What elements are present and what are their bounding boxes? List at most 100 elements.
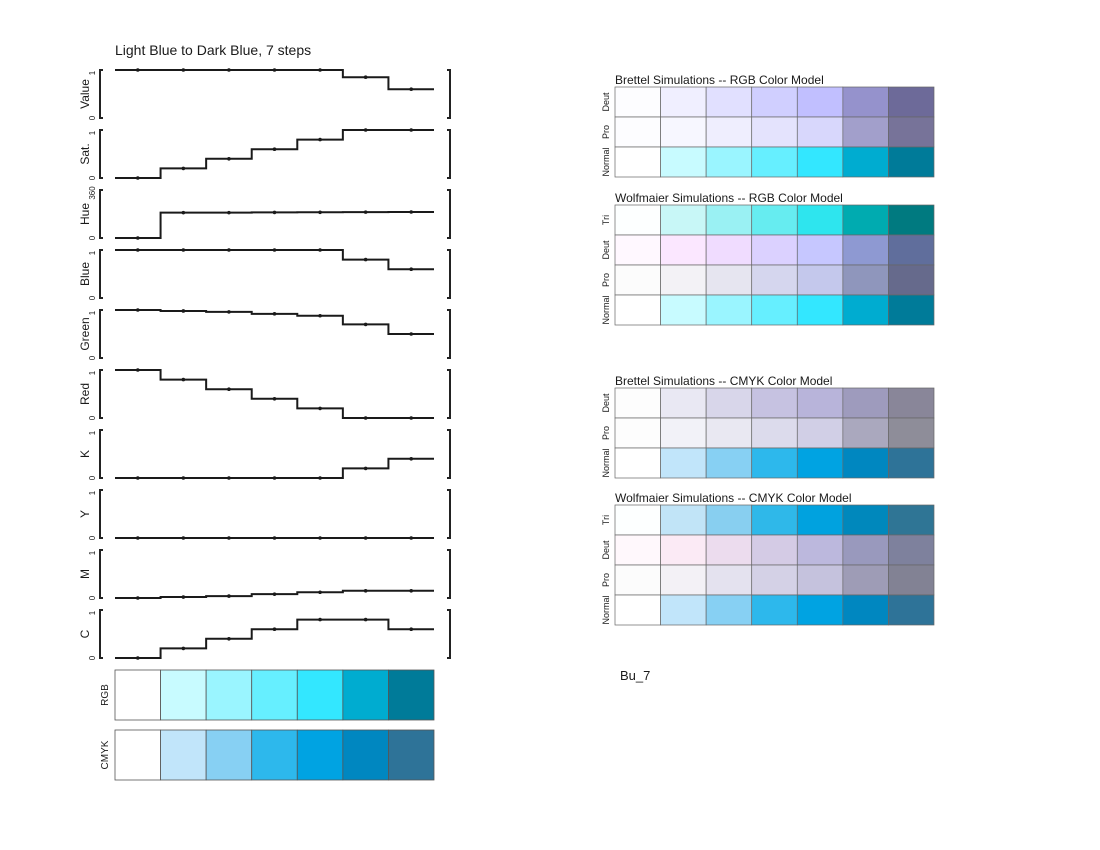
sim-color-swatch (751, 294, 798, 326)
sim-color-swatch (842, 594, 889, 626)
sim-color-swatch (796, 204, 844, 236)
data-point (409, 457, 414, 461)
sim-color-swatch (888, 234, 935, 266)
sim-color-swatch (660, 417, 707, 449)
sim-color-swatch (660, 534, 707, 566)
data-point (363, 322, 368, 327)
panel-k: 0 1 K (78, 429, 451, 480)
y-axis (99, 69, 103, 119)
color-swatch (114, 729, 161, 781)
sim-color-swatch (705, 86, 753, 118)
series-line-c (115, 618, 434, 659)
panel-sat: 0 1 Sat. (78, 128, 451, 180)
sim-color-swatch (796, 447, 844, 479)
data-point (318, 617, 322, 622)
data-point (135, 536, 140, 540)
sim-row-label: Tri (601, 215, 611, 225)
axis-label: C (78, 629, 92, 638)
color-swatch (114, 669, 161, 721)
panel-m: 0 1 M (78, 549, 451, 600)
sim-color-swatch (660, 447, 707, 479)
sim-color-swatch (842, 116, 889, 148)
y-tick-label: 1 (88, 310, 97, 315)
sim-color-swatch (614, 86, 661, 118)
sim-color-swatch (796, 504, 844, 536)
sim-color-swatch (614, 564, 661, 596)
sim-color-swatch (751, 504, 798, 536)
y-tick-label: 0 (88, 475, 97, 480)
sim-row-label: Deut (601, 240, 611, 260)
sim-block-brettel-simulations-rgb-color-model: Brettel Simulations -- RGB Color Model De… (601, 73, 935, 178)
sim-color-swatch (705, 264, 753, 296)
data-point (272, 397, 277, 401)
sim-color-swatch (660, 294, 707, 326)
sim-row-label: Normal (601, 295, 611, 324)
right-bracket (447, 549, 451, 599)
sim-color-swatch (705, 447, 753, 479)
series-line-red (115, 369, 434, 419)
y-tick-label: 1 (88, 70, 97, 75)
data-point (272, 147, 277, 151)
sim-color-swatch (705, 294, 753, 326)
sim-color-swatch (705, 234, 753, 266)
sim-color-swatch (842, 417, 889, 449)
color-swatch (296, 729, 344, 781)
data-point (409, 332, 414, 336)
sim-color-swatch (751, 594, 798, 626)
data-point (363, 257, 368, 262)
swatch-row-label: RGB (100, 684, 111, 706)
y-tick-label: 360 (88, 186, 97, 200)
sim-color-swatch (660, 116, 707, 148)
right-bracket (447, 609, 451, 659)
sim-color-swatch (660, 234, 707, 266)
y-axis (99, 249, 103, 299)
sim-row-label: Normal (601, 147, 611, 176)
data-point (409, 128, 414, 132)
color-swatch (342, 729, 389, 781)
sim-color-swatch (888, 564, 935, 596)
sim-color-swatch (842, 86, 889, 118)
sim-color-swatch (796, 294, 844, 326)
sim-color-swatch (888, 594, 935, 626)
sim-color-swatch (796, 534, 844, 566)
sim-block-title: Brettel Simulations -- RGB Color Model (615, 73, 824, 87)
data-point (409, 589, 414, 593)
sim-color-swatch (888, 264, 935, 296)
data-point (227, 387, 231, 392)
data-point (363, 617, 368, 622)
simulation-blocks: Brettel Simulations -- RGB Color Model De… (601, 73, 935, 626)
color-swatch (388, 729, 435, 781)
data-point (181, 248, 186, 252)
data-point (227, 476, 231, 480)
sim-color-swatch (796, 146, 844, 178)
y-tick-label: 0 (88, 535, 97, 540)
color-swatch (296, 669, 344, 721)
data-point (135, 68, 140, 72)
axis-label: K (78, 450, 92, 458)
data-point (409, 267, 414, 272)
data-point (227, 68, 231, 72)
right-bracket (447, 369, 451, 419)
y-tick-label: 0 (88, 415, 97, 420)
y-axis (99, 549, 103, 599)
data-point (363, 210, 368, 214)
sim-color-swatch (842, 447, 889, 479)
sim-color-swatch (842, 264, 889, 296)
sim-color-swatch (751, 234, 798, 266)
sim-color-swatch (614, 146, 661, 178)
panel-value: 0 1 Value (78, 68, 451, 120)
sim-block-title: Wolfmaier Simulations -- RGB Color Model (615, 191, 843, 205)
data-point (409, 416, 414, 420)
data-point (227, 594, 231, 598)
series-line-sat (115, 129, 434, 179)
y-axis (99, 489, 103, 539)
sim-color-swatch (705, 146, 753, 178)
data-point (363, 75, 368, 79)
right-bracket (447, 69, 451, 119)
series-line-k (115, 457, 434, 479)
y-tick-label: 0 (88, 235, 97, 240)
data-point (409, 87, 414, 91)
data-point (272, 248, 277, 252)
sim-color-swatch (614, 387, 661, 419)
